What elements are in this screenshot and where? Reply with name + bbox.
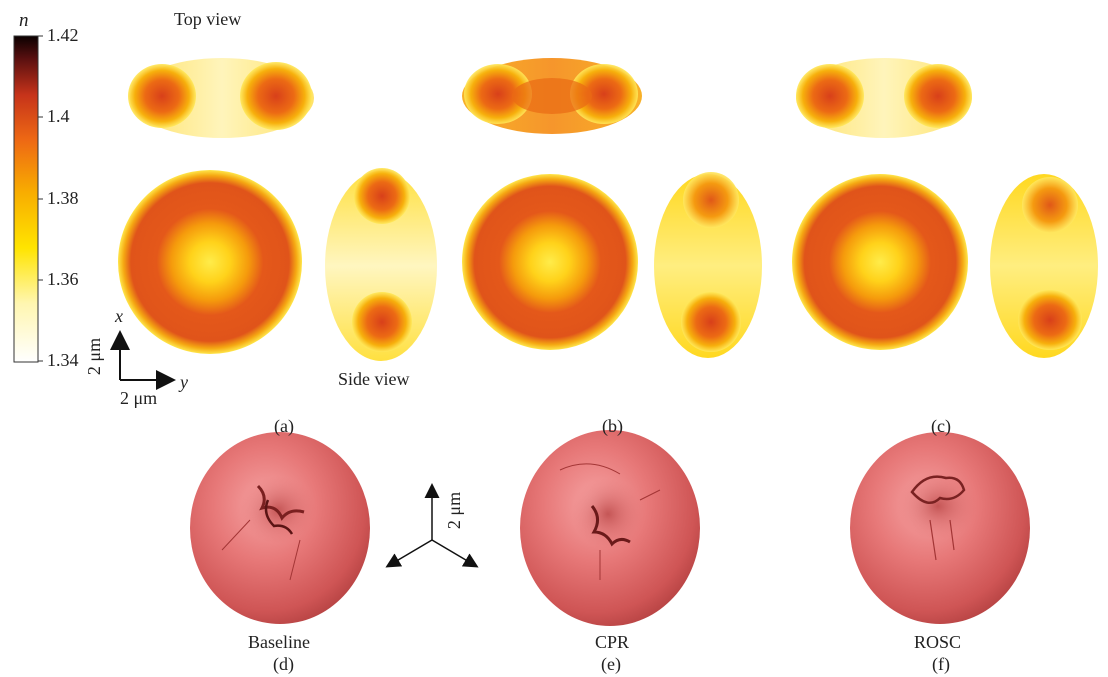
scalebar-horizontal-label: 2 μm — [120, 388, 158, 408]
colorbar — [13, 35, 43, 363]
panel-f-letter: (f) — [932, 654, 950, 674]
side-view-label: Side view — [338, 369, 410, 389]
panel-a-front-view — [118, 170, 302, 354]
top-view-label: Top view — [174, 9, 242, 29]
axes-3d-label: 2 μm — [444, 491, 465, 530]
cell-3d-baseline — [190, 432, 370, 624]
cell-3d-cpr — [520, 430, 700, 626]
panel-a-letter: (a) — [274, 416, 294, 436]
scalebar-2d — [110, 330, 176, 390]
panel-a-top-view — [128, 58, 314, 138]
colorbar-tick-label: 1.42 — [47, 25, 79, 45]
panel-f-caption: ROSC — [914, 632, 962, 652]
panel-c-front-view — [792, 174, 968, 350]
panel-a-side-view — [325, 168, 437, 361]
panel-c-letter: (c) — [931, 416, 951, 436]
colorbar-tick-label: 1.38 — [47, 188, 79, 208]
axis-y-label: y — [180, 372, 188, 392]
panel-d-caption: Baseline — [248, 632, 310, 652]
panel-b-top-view — [462, 58, 642, 134]
panel-d-letter: (d) — [273, 654, 294, 674]
cell-3d-rosc — [850, 432, 1030, 624]
panel-c-side-view — [990, 174, 1098, 358]
panel-b-front-view — [462, 174, 638, 350]
colorbar-symbol: n — [19, 10, 29, 31]
colorbar-tick-label: 1.36 — [47, 269, 79, 289]
axis-x-label: x — [115, 306, 123, 326]
colorbar-tick-label: 1.4 — [47, 106, 70, 126]
panel-c-top-view — [796, 58, 972, 138]
panel-b-side-view — [654, 172, 762, 358]
scalebar-vertical-label: 2 μm — [84, 337, 105, 376]
axes-3d — [385, 483, 479, 568]
panel-b-letter: (b) — [602, 416, 623, 436]
panel-e-letter: (e) — [601, 654, 621, 674]
colorbar-tick-label: 1.34 — [47, 350, 79, 370]
colorbar-gradient — [13, 35, 39, 363]
panel-e-caption: CPR — [595, 632, 630, 652]
